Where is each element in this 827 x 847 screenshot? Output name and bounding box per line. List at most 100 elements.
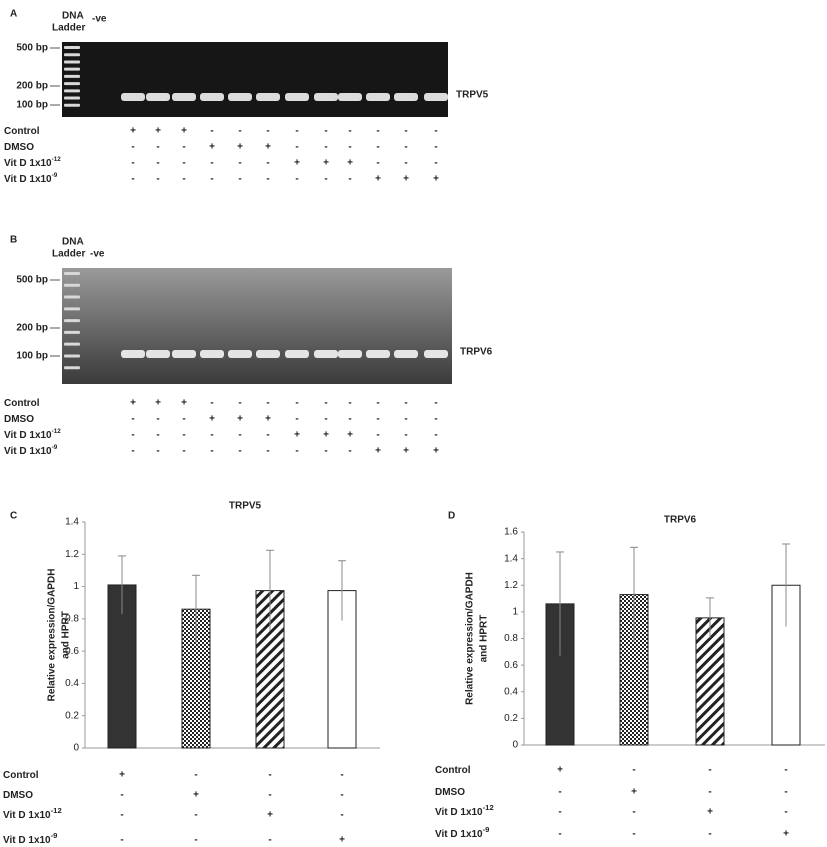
sign: - [266,158,269,169]
condition-exponent: -12 [483,803,494,812]
sign: - [632,829,635,840]
sign: - [376,158,379,169]
condition-label: Vit D 1x10-9 [4,172,58,185]
sign: - [348,126,351,137]
sign: - [131,174,134,185]
condition-label: Vit D 1x10-9 [435,825,489,840]
sign: + [403,446,409,457]
sign: + [237,142,243,153]
sign: - [348,398,351,409]
sign: - [632,807,635,818]
sign: - [348,174,351,185]
condition-label: Control [435,765,471,776]
sign: - [558,829,561,840]
condition-label: Control [4,126,40,137]
sign: - [295,142,298,153]
sign: - [558,807,561,818]
ladder-band [64,307,80,311]
sign: - [632,765,635,776]
sign: - [182,430,185,441]
ladder-band [64,53,80,57]
gel-band [285,350,309,358]
ladder-band [64,46,80,49]
condition-name: Vit D 1x10 [4,446,52,457]
panel-letter: A [10,9,17,20]
condition-label: Vit D 1x10-12 [4,156,61,169]
condition-exponent: -9 [52,444,58,451]
sign: + [294,430,300,441]
sign: + [631,787,637,798]
condition-exponent: -12 [52,428,62,435]
ladder-band [64,103,80,107]
sign: + [265,142,271,153]
sign: - [404,414,407,425]
condition-label: DMSO [4,142,34,153]
condition-name: DMSO [4,142,34,153]
y-tick-label: 0.2 [65,710,79,721]
sign: - [404,398,407,409]
ladder-band [64,82,80,86]
condition-name: DMSO [3,790,33,801]
sign: + [130,126,136,137]
negative-label: -ve [92,14,107,25]
sign: - [131,414,134,425]
sign: + [155,126,161,137]
gel-band [285,93,309,101]
gel-band [314,93,338,101]
sign: - [268,835,271,846]
gel-band [366,93,390,101]
sign: - [376,142,379,153]
ladder-band [64,295,80,299]
gel-band [314,350,338,358]
gel-band [228,93,252,101]
sign: - [324,446,327,457]
sign: - [120,790,123,801]
sign: - [340,770,343,781]
sign: - [295,446,298,457]
condition-name: Vit D 1x10 [3,835,51,846]
ladder-band [64,330,80,334]
gene-label: TRPV6 [460,347,493,358]
condition-name: DMSO [4,414,34,425]
y-tick-label: 1.2 [65,549,79,560]
sign: + [707,807,713,818]
ladder-band [64,67,80,71]
sign: + [294,158,300,169]
sign: - [131,430,134,441]
sign: - [295,414,298,425]
panel-letter: B [10,235,17,246]
y-tick-label: 0.2 [504,713,518,724]
sign: - [194,835,197,846]
sign: - [376,398,379,409]
sign: - [434,142,437,153]
y-tick-label: 0.4 [504,686,518,697]
sign: - [120,810,123,821]
sign: - [434,430,437,441]
y-tick-label: 0 [512,740,518,751]
sign: + [433,446,439,457]
sign: - [156,430,159,441]
ladder-band [64,354,80,358]
sign: - [268,790,271,801]
sign: - [266,174,269,185]
sign: - [182,414,185,425]
sign: - [295,174,298,185]
gel-band [172,93,196,101]
condition-name: Vit D 1x10 [4,430,52,441]
sign: - [708,829,711,840]
gene-label: TRPV5 [456,90,489,101]
condition-name: DMSO [435,787,465,798]
marker-label: 200 bp [16,81,48,92]
gel [62,268,452,384]
sign: + [265,414,271,425]
gel-band [394,93,418,101]
y-tick-label: 0 [73,743,79,754]
condition-label: Vit D 1x10-12 [3,806,62,821]
condition-name: Control [3,770,39,781]
sign: - [210,446,213,457]
ladder-label: DNA [62,237,84,248]
chart-title: TRPV5 [229,501,262,512]
gel-band [424,93,448,101]
sign: - [708,787,711,798]
